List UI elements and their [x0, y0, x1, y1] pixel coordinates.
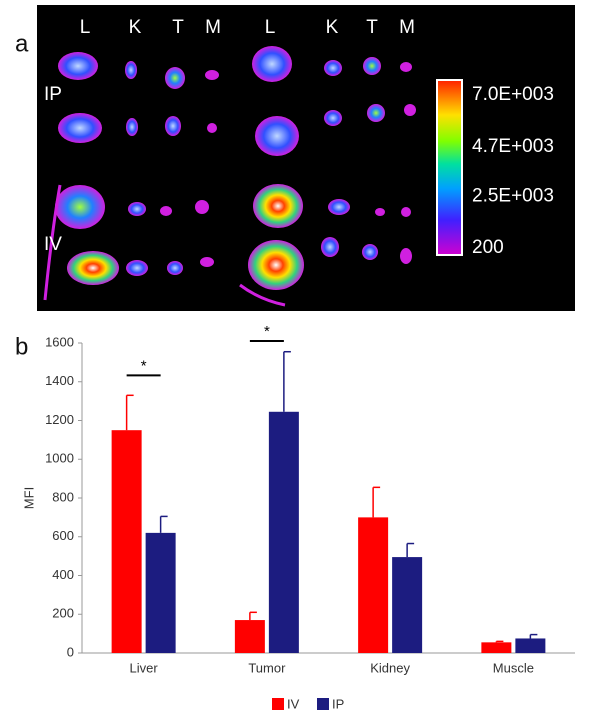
colorbar-label: 200: [472, 237, 504, 258]
column-label: K: [326, 17, 339, 38]
column-label: K: [129, 17, 142, 38]
y-tick-label: 1000: [45, 451, 74, 466]
x-tick-label: Kidney: [370, 660, 410, 675]
y-tick-label: 800: [52, 489, 74, 504]
x-tick-label: Muscle: [493, 660, 534, 675]
legend-label: IP: [332, 696, 344, 711]
column-label: M: [205, 17, 221, 38]
row-label: IV: [44, 234, 62, 255]
y-tick-label: 1200: [45, 412, 74, 427]
panel-label: a: [15, 30, 29, 57]
y-axis-label: MFI: [21, 487, 36, 509]
panel-label: b: [15, 333, 28, 360]
colorbar-label: 7.0E+003: [472, 84, 554, 105]
bar: [515, 638, 546, 653]
bar: [111, 430, 142, 653]
y-tick-label: 400: [52, 567, 74, 582]
bar-chart: b MFI 0 200 400 600 800 1000 1200 1400 1600 Liver * T…: [15, 323, 575, 711]
y-tick-label: 600: [52, 528, 74, 543]
bar: [234, 620, 265, 653]
x-tick-label: Tumor: [248, 660, 286, 675]
bar: [145, 532, 176, 653]
column-label: M: [399, 17, 415, 38]
colorbar-label: 4.7E+003: [472, 136, 554, 157]
column-label: L: [80, 17, 91, 38]
legend-swatch: [317, 698, 329, 710]
x-tick-label: Liver: [130, 660, 159, 675]
y-tick-label: 200: [52, 606, 74, 621]
legend-swatch: [272, 698, 284, 710]
significance-label: *: [141, 357, 147, 374]
bar: [392, 557, 423, 653]
row-label: IP: [44, 84, 62, 105]
y-tick-label: 1400: [45, 373, 74, 388]
colorbar-label: 2.5E+003: [472, 185, 554, 206]
fluorescence-image: [37, 5, 575, 311]
bar: [268, 411, 299, 653]
legend-label: IV: [287, 696, 300, 711]
bar: [481, 642, 512, 653]
y-tick-label: 0: [67, 644, 74, 659]
column-label: T: [172, 17, 184, 38]
significance-label: *: [264, 323, 270, 340]
column-label: L: [265, 17, 276, 38]
bar: [358, 517, 389, 653]
y-tick-label: 1600: [45, 334, 74, 349]
column-label: T: [366, 17, 378, 38]
